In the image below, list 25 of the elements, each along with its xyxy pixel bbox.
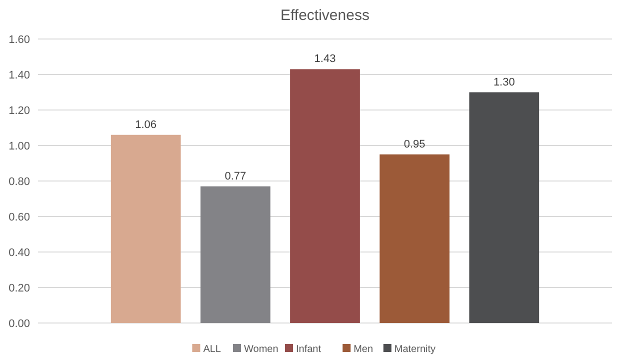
y-tick-label: 0.60 xyxy=(8,212,30,224)
y-tick-label: 1.20 xyxy=(8,105,30,117)
legend-label: Maternity xyxy=(394,344,436,355)
bar xyxy=(469,92,540,323)
legend-label: Men xyxy=(354,344,374,355)
legend-label: ALL xyxy=(203,344,222,355)
data-label: 1.06 xyxy=(135,118,157,131)
legend-label: Women xyxy=(244,344,278,355)
bar xyxy=(380,154,450,323)
bar xyxy=(200,186,270,323)
data-label: 0.77 xyxy=(224,170,246,182)
y-tick-label: 1.60 xyxy=(8,34,30,46)
y-tick-label: 1.40 xyxy=(8,70,30,82)
y-tick-label: 1.00 xyxy=(8,140,30,152)
y-tick-label: 0.00 xyxy=(8,318,30,330)
bar xyxy=(110,134,181,323)
chart-title: Effectiveness xyxy=(280,7,370,24)
y-tick-label: 0.40 xyxy=(8,247,30,259)
data-label: 1.43 xyxy=(314,53,336,66)
data-label: 1.30 xyxy=(493,76,515,88)
data-label: 0.95 xyxy=(404,138,426,150)
legend-label: Infant xyxy=(296,344,322,355)
y-tick-label: 0.20 xyxy=(8,282,30,294)
bar xyxy=(290,69,360,323)
y-tick-label: 0.80 xyxy=(8,176,30,188)
